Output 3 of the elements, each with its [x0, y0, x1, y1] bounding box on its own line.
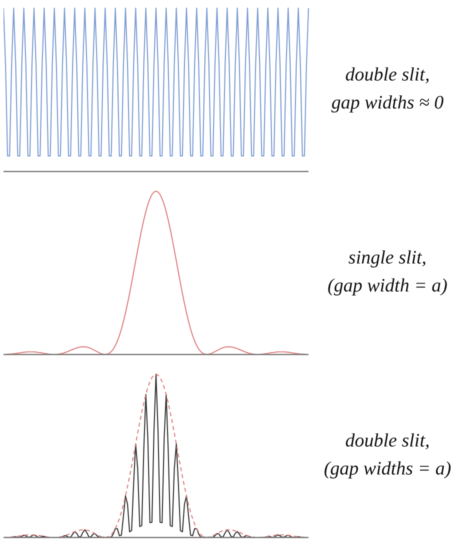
- text: double slit, (gap widths = a): [324, 430, 452, 480]
- text: double slit, gap widths ≈ 0: [331, 64, 444, 114]
- text: single slit, (gap width = a): [328, 247, 448, 297]
